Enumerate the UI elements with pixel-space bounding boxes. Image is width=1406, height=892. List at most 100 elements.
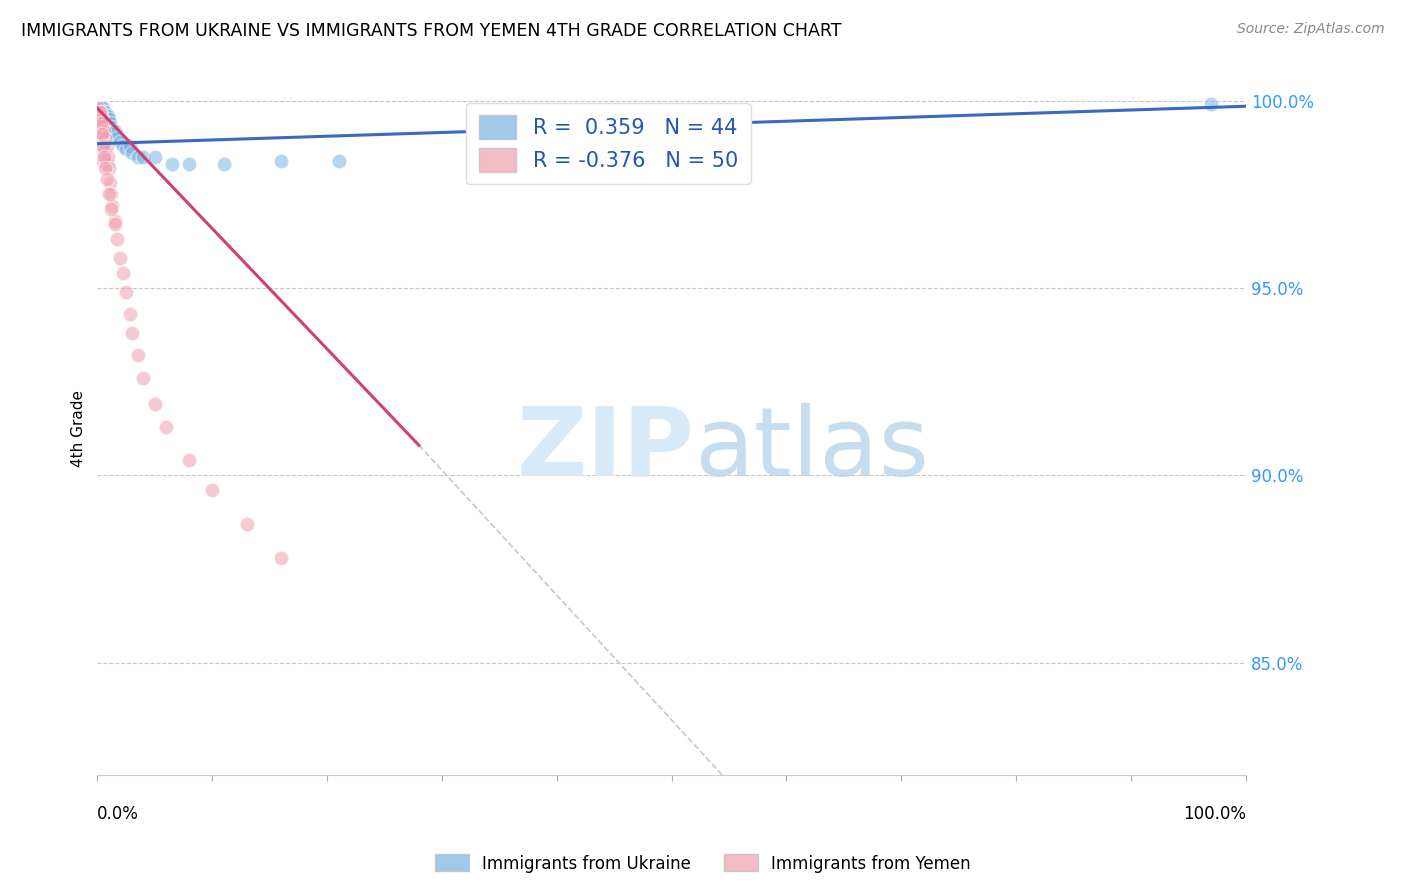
Point (97, 120, 120, 134)
Text: 0.0%: 0.0% (97, 805, 139, 823)
Point (94, 131, 117, 145)
Point (91, 116, 114, 130)
Point (93, 142, 115, 156)
Point (91, 109, 114, 123)
Point (94, 109, 117, 123)
Point (89, 101, 111, 115)
Point (121, 146, 143, 161)
Point (91, 146, 114, 161)
Point (98, 176, 121, 190)
Point (143, 150, 166, 164)
Point (127, 348, 149, 362)
Point (90, 116, 112, 130)
Point (91, 153, 114, 168)
Point (97, 109, 120, 123)
Point (97, 120, 120, 134)
Point (1201, 97, 1223, 112)
Point (270, 550, 292, 565)
Point (96, 172, 118, 186)
Text: 100.0%: 100.0% (1182, 805, 1246, 823)
Point (101, 128, 124, 142)
Point (100, 120, 122, 134)
Point (89, 131, 111, 145)
Point (235, 516, 257, 531)
Point (91, 104, 114, 119)
Point (100, 187, 122, 202)
Point (143, 397, 166, 411)
Point (132, 150, 155, 164)
Point (91, 135, 114, 149)
Point (118, 307, 141, 321)
Point (90, 109, 112, 123)
Point (89, 104, 111, 119)
Point (118, 138, 141, 153)
Point (90, 104, 112, 119)
Point (96, 116, 118, 130)
Point (87, 112, 110, 127)
Point (91, 112, 114, 127)
Point (96, 138, 118, 153)
Point (132, 371, 155, 385)
Text: ZIP: ZIP (516, 402, 695, 496)
Point (103, 217, 125, 231)
Point (97, 161, 120, 175)
Point (91, 101, 114, 115)
Text: Source: ZipAtlas.com: Source: ZipAtlas.com (1237, 22, 1385, 37)
Point (115, 285, 138, 299)
Point (212, 157, 235, 171)
Point (91, 109, 114, 123)
Point (89, 104, 111, 119)
Point (103, 213, 125, 227)
Text: atlas: atlas (695, 402, 929, 496)
Point (105, 131, 128, 145)
Point (91, 112, 114, 127)
Point (103, 123, 125, 137)
Point (127, 150, 149, 164)
Point (98, 116, 121, 130)
Point (93, 112, 115, 127)
Point (87, 101, 110, 115)
Point (93, 109, 115, 123)
Point (97, 112, 120, 127)
Text: IMMIGRANTS FROM UKRAINE VS IMMIGRANTS FROM YEMEN 4TH GRADE CORRELATION CHART: IMMIGRANTS FROM UKRAINE VS IMMIGRANTS FR… (21, 22, 842, 40)
Point (201, 483, 224, 498)
Point (110, 251, 132, 265)
Point (155, 419, 177, 434)
Point (89, 116, 111, 130)
Point (90, 120, 112, 134)
Point (90, 138, 112, 153)
Point (105, 232, 128, 246)
Point (87, 101, 110, 115)
Point (96, 157, 118, 171)
Point (101, 198, 124, 212)
Point (91, 128, 114, 142)
Point (97, 150, 120, 164)
Point (91, 128, 114, 142)
Point (90, 101, 112, 115)
Point (91, 101, 114, 115)
Point (270, 153, 292, 168)
Point (89, 104, 111, 119)
Point (110, 135, 132, 149)
Point (179, 453, 201, 467)
Point (94, 161, 117, 175)
Point (93, 150, 115, 164)
Point (121, 326, 143, 340)
Legend: R =  0.359   N = 44, R = -0.376   N = 50: R = 0.359 N = 44, R = -0.376 N = 50 (467, 103, 751, 184)
Point (94, 116, 117, 130)
Point (94, 150, 117, 164)
Y-axis label: 4th Grade: 4th Grade (72, 390, 86, 467)
Point (160, 157, 183, 171)
Point (328, 153, 350, 168)
Legend: Immigrants from Ukraine, Immigrants from Yemen: Immigrants from Ukraine, Immigrants from… (429, 847, 977, 880)
Point (93, 123, 115, 137)
Point (94, 104, 117, 119)
Point (91, 138, 114, 153)
Point (115, 142, 138, 156)
Point (111, 138, 134, 153)
Point (96, 109, 118, 123)
Point (111, 266, 134, 280)
Point (90, 109, 112, 123)
Point (100, 202, 122, 217)
Point (179, 157, 201, 171)
